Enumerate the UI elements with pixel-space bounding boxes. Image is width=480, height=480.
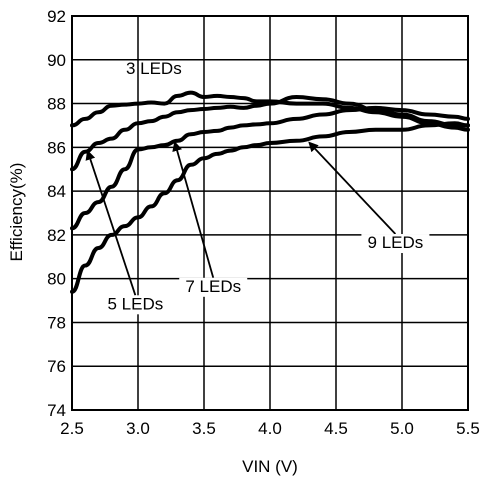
y-tick-label: 88 <box>47 95 66 114</box>
y-tick-label: 78 <box>47 313 66 332</box>
annotation-arrow-7-leds <box>172 141 215 279</box>
annotation-9-leds: 9 LEDs <box>368 233 424 252</box>
annotation-7-leds: 7 LEDs <box>185 277 241 296</box>
series-line-9-leds <box>70 121 470 294</box>
plot-frame <box>71 15 469 411</box>
y-tick-label: 82 <box>47 226 66 245</box>
x-tick-label: 5.0 <box>390 419 414 438</box>
y-tick-label: 74 <box>47 401 66 420</box>
y-tick-label: 84 <box>47 182 66 201</box>
x-tick-label: 2.5 <box>60 419 84 438</box>
x-tick-label: 4.5 <box>324 419 348 438</box>
x-tick-label: 4.0 <box>258 419 282 438</box>
series-line-5-leds <box>70 95 470 172</box>
annotation-arrow-9-leds <box>308 141 397 235</box>
plot-border <box>71 15 469 411</box>
annotations: 3 LEDs 5 LEDs 7 LEDs 9 LEDs <box>85 59 430 315</box>
x-axis-title: VIN (V) <box>242 457 298 476</box>
annotation-backing-5-leds <box>101 295 170 315</box>
annotation-backing-7-leds <box>179 277 248 297</box>
series-lines <box>70 90 470 294</box>
annotation-5-leds: 5 LEDs <box>107 294 163 313</box>
x-tick-label: 5.5 <box>456 419 480 438</box>
y-tick-label: 76 <box>47 357 66 376</box>
x-tick-label: 3.0 <box>126 419 150 438</box>
series-line-3-leds <box>70 90 470 132</box>
y-tick-label: 92 <box>47 7 66 26</box>
y-tick-label: 86 <box>47 138 66 157</box>
y-axis-title: Efficiency(%) <box>7 163 26 262</box>
y-tick-label: 80 <box>47 270 66 289</box>
annotation-3-leds: 3 LEDs <box>126 59 182 78</box>
series-line-7-leds <box>70 105 470 231</box>
annotation-backing-9-leds <box>361 234 430 254</box>
annotation-arrow-5-leds <box>85 149 137 296</box>
y-tick-label: 90 <box>47 51 66 70</box>
x-tick-label: 3.5 <box>192 419 216 438</box>
tick-labels: 2.5 3.0 3.5 4.0 4.5 5.0 5.5 74 76 78 80 82 84 86 88 90 9… <box>47 7 480 438</box>
